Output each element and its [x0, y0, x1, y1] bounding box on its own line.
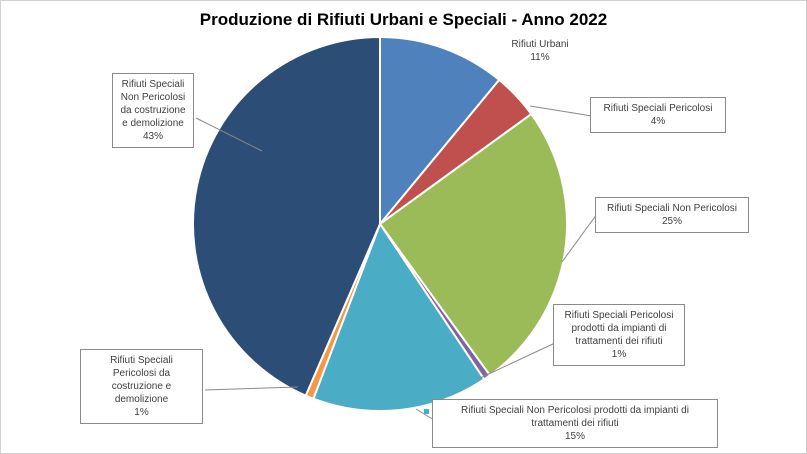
slice-label-text: Rifiuti Speciali Non Pericolosi prodotti… — [461, 405, 689, 416]
slice-percent-label: 11% — [530, 52, 550, 63]
slice-label: Rifiuti Speciali Pericolosi prodotti da i… — [553, 304, 685, 366]
slice-label-text: Rifiuti Urbani — [511, 39, 569, 50]
slice-label-text: costruzione e — [111, 381, 172, 392]
slice-label-text: Rifiuti Speciali — [110, 355, 173, 366]
slice-percent-label: 25% — [661, 216, 682, 227]
leader-line — [529, 105, 593, 117]
slice-label-text: Rifiuti Speciali — [121, 79, 185, 90]
slice-percent-label: 43% — [142, 131, 163, 142]
slice-label: Rifiuti Speciali Non Pericolosi da costruz… — [112, 73, 194, 148]
slice-label-text: trattamenti dei rifiuti — [575, 336, 663, 347]
leader-line — [204, 386, 299, 391]
slice-label: Rifiuti Speciali Pericolosi da costruzione… — [80, 349, 203, 424]
slice-label: Rifiuti Speciali Pericolosi 4% — [590, 97, 726, 133]
slice-label: Rifiuti Urbani 11% — [486, 33, 594, 69]
slice-label-text: da costruzione — [120, 105, 186, 116]
slice-label-text: Rifiuti Speciali Pericolosi — [603, 103, 713, 114]
pie-slice — [192, 35, 381, 397]
slice-label-text: Pericolosi da — [112, 368, 171, 379]
pie-slice — [312, 221, 486, 412]
legend-key-marker — [424, 409, 429, 414]
slice-label-text: demolizione — [114, 394, 169, 405]
slice-label-text: Rifiuti Speciali Non Pericolosi — [606, 203, 738, 214]
leader-line — [195, 117, 263, 152]
slice-label-text: trattamenti dei rifiuti — [531, 418, 619, 429]
slice-label-text: e demolizione — [122, 118, 184, 129]
leader-line — [415, 408, 435, 421]
slice-label-text: Non Pericolosi — [120, 92, 186, 103]
pie-slice — [379, 35, 501, 227]
slice-percent-label: 1% — [611, 349, 627, 360]
slice-label-text: Rifiuti Speciali Pericolosi — [564, 310, 674, 321]
slice-label: Rifiuti Speciali Non Pericolosi prodotti… — [432, 399, 718, 448]
pie-slice — [378, 112, 568, 377]
leader-line — [561, 213, 598, 263]
slice-percent-label: 1% — [134, 407, 149, 418]
slice-label: Rifiuti Speciali Non Pericolosi 25% — [595, 197, 749, 233]
slice-percent-label: 15% — [564, 431, 585, 442]
slice-percent-label: 4% — [650, 116, 666, 127]
leader-line — [477, 342, 556, 380]
slice-label-text: prodotti da impianti di — [571, 323, 667, 334]
chart-title: Produzione di Rifiuti Urbani e Speciali … — [199, 10, 608, 29]
